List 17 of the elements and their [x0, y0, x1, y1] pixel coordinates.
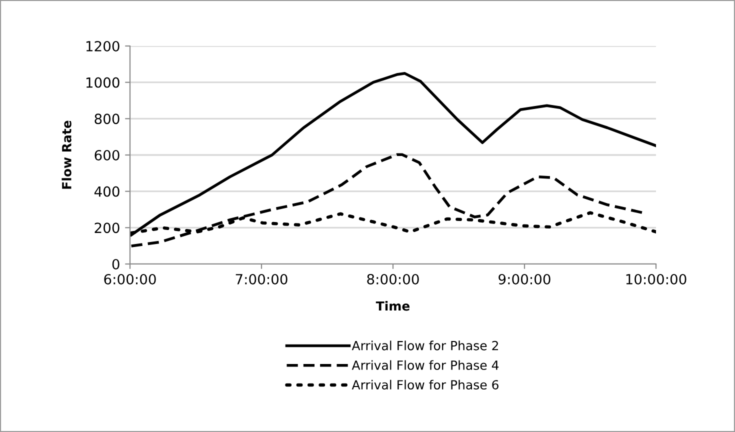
- y-axis-title: Flow Rate: [62, 120, 72, 189]
- y-tick-label: 200: [94, 222, 120, 234]
- x-tick-label: 9:00:00: [498, 274, 550, 284]
- y-tick-label: 1000: [86, 77, 120, 88]
- y-tick-label: 1200: [86, 40, 120, 52]
- x-tick-label: 7:00:00: [236, 274, 288, 284]
- x-tick-label: 6:00:00: [104, 274, 156, 284]
- y-tick-label: 600: [94, 150, 120, 160]
- x-tick-label: 8:00:00: [367, 274, 419, 284]
- y-tick-label: 0: [112, 258, 120, 270]
- legend-label: Arrival Flow for Phase 2: [352, 340, 498, 350]
- legend-label: Arrival Flow for Phase 6: [352, 380, 498, 390]
- y-tick-label: 400: [94, 186, 120, 197]
- y-tick-label: 800: [94, 114, 120, 124]
- x-axis-title: Time: [376, 301, 410, 311]
- legend-label: Arrival Flow for Phase 4: [352, 360, 499, 370]
- x-tick-label: 10:00:00: [626, 274, 686, 284]
